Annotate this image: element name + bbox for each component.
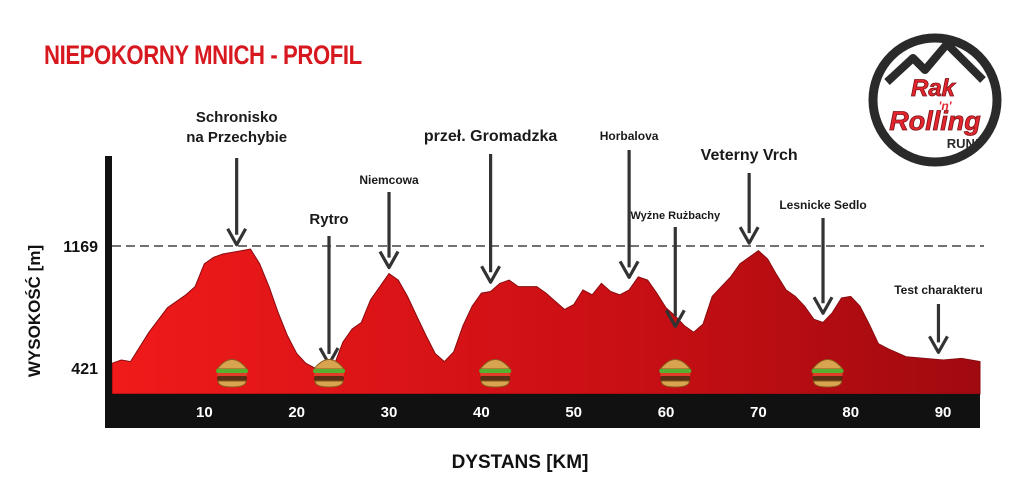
annotation-label: Test charakteru xyxy=(894,283,982,297)
x-tick-label: 80 xyxy=(842,404,859,421)
burger-tomato xyxy=(812,373,843,376)
annotation-arrowhead xyxy=(480,265,501,284)
annotation-label: Niemcowa xyxy=(359,173,419,187)
x-axis-label: DYSTANS [KM] xyxy=(452,452,589,473)
burger-lettuce xyxy=(811,369,844,373)
burger-lettuce xyxy=(216,369,249,373)
burger-lettuce xyxy=(479,369,512,373)
burger-lettuce xyxy=(313,369,345,373)
burger-tomato xyxy=(314,373,344,376)
burger-bun-top xyxy=(659,359,692,370)
x-tick-label: 70 xyxy=(750,404,767,421)
x-tick-label: 60 xyxy=(658,404,675,421)
y-tick-label: 1169 xyxy=(63,239,98,256)
logo-text-2: 'n' xyxy=(938,99,952,113)
annotation-arrowhead xyxy=(928,335,949,354)
burger-bun-top xyxy=(479,359,512,370)
x-tick-label: 20 xyxy=(288,404,305,421)
y-axis-bar xyxy=(105,156,112,428)
annotation-label: Wyżne Rużbachy xyxy=(630,210,721,222)
x-tick-label: 30 xyxy=(381,404,398,421)
annotation-label: Horbalova xyxy=(600,129,659,143)
rak-n-rolling-logo: Rak 'n' Rolling RUN! xyxy=(868,33,1002,167)
burger-patty xyxy=(314,376,344,381)
y-axis-label: WYSOKOŚĆ [m] xyxy=(25,245,44,377)
mountain-icon xyxy=(884,40,986,85)
annotation-label: Lesnicke Sedlo xyxy=(779,198,866,212)
burger-patty xyxy=(217,376,248,381)
burger-lettuce xyxy=(659,369,692,373)
x-axis-band xyxy=(105,394,980,428)
x-tick-label: 90 xyxy=(935,404,952,421)
x-tick-label: 50 xyxy=(565,404,582,421)
annotation-arrowhead xyxy=(226,227,248,247)
annotation-label: Rytro xyxy=(309,211,348,228)
page-title: NIEPOKORNY MNICH - PROFIL xyxy=(44,40,362,70)
burger-icon xyxy=(216,359,249,388)
burger-icon xyxy=(312,359,346,388)
annotation-arrowhead xyxy=(618,260,640,279)
burger-bun-top xyxy=(811,359,844,370)
burger-bun-bottom xyxy=(813,380,843,388)
annotation-arrowhead xyxy=(738,226,760,245)
annotation-arrowhead xyxy=(664,309,686,328)
burger-patty xyxy=(812,376,843,381)
annotation-label: przeł. Gromadzka xyxy=(424,128,557,145)
annotation-arrowhead xyxy=(812,296,834,315)
burger-patty xyxy=(480,376,511,381)
burger-bun-bottom xyxy=(314,380,344,388)
annotation-arrowhead xyxy=(378,250,400,270)
burger-bun-bottom xyxy=(217,380,247,388)
burger-tomato xyxy=(217,373,248,376)
y-tick-label: 421 xyxy=(71,361,98,378)
logo-text-4: RUN! xyxy=(947,136,980,151)
burger-icon xyxy=(811,359,844,388)
burger-patty xyxy=(660,376,691,381)
logo-text-1: Rak xyxy=(911,75,957,102)
x-tick-label: 40 xyxy=(473,404,490,421)
x-tick-label: 10 xyxy=(196,404,213,421)
annotation-label: Schronisko na Przechybie xyxy=(186,109,287,146)
burger-icon xyxy=(659,359,692,388)
annotation-label: Veterny Vrch xyxy=(701,147,798,164)
burger-bun-top xyxy=(312,359,346,370)
burger-tomato xyxy=(480,373,511,376)
burger-tomato xyxy=(660,373,691,376)
logo-text-3: Rolling xyxy=(889,106,981,136)
burger-bun-bottom xyxy=(660,380,690,388)
burger-bun-top xyxy=(216,359,249,370)
elevation-profile xyxy=(111,248,981,395)
burger-bun-bottom xyxy=(480,380,510,388)
burger-icon xyxy=(479,359,512,388)
